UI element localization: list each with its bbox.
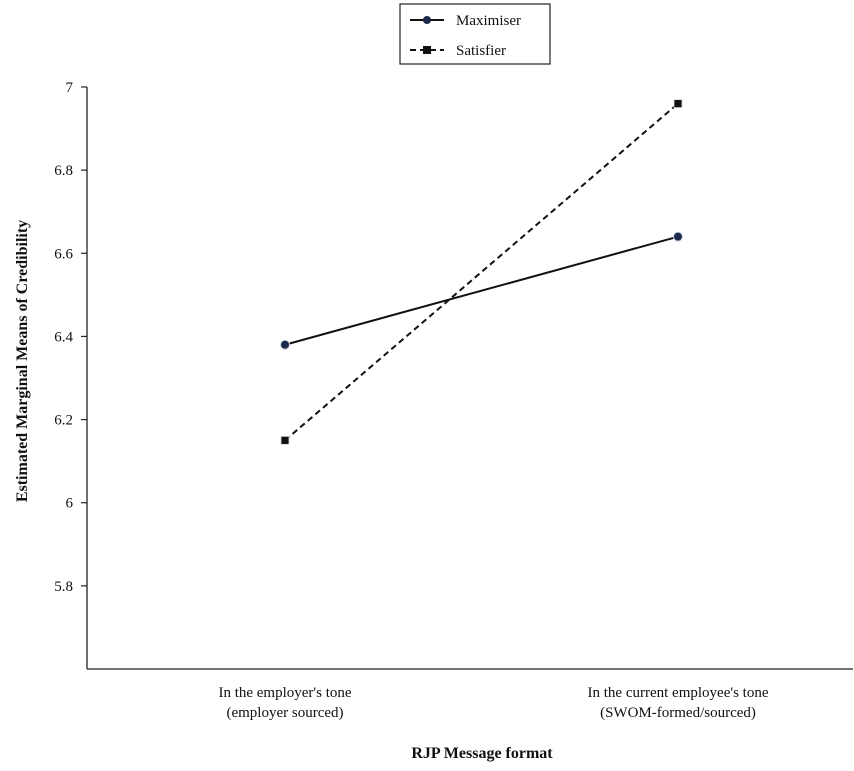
y-tick-label: 7: [66, 80, 74, 96]
x-axis-title: RJP Message format: [411, 745, 553, 762]
x-category-label: (SWOM-formed/sourced): [600, 705, 756, 721]
y-ticks: 5.8 6 6.2 6.4 6.6 6.8 7: [54, 80, 87, 595]
axes: [86, 87, 853, 670]
maximiser-point: [280, 339, 290, 350]
x-category-label: In the current employee's tone: [588, 685, 769, 701]
y-tick-label: 5.8: [54, 579, 73, 595]
x-category-label: In the employer's tone: [218, 685, 351, 701]
x-categories: In the employer's tone (employer sourced)…: [218, 685, 768, 721]
legend-label-satisfier: Satisfier: [456, 43, 506, 59]
y-axis-title: Estimated Marginal Means of Credibility: [14, 220, 31, 502]
satisfier-line: [284, 102, 679, 442]
satisfier-point: [673, 99, 683, 109]
y-tick-label: 6: [66, 496, 74, 512]
x-category-label: (employer sourced): [226, 705, 343, 721]
legend: Maximiser Satisfier: [399, 3, 551, 65]
legend-marker-maximiser: [423, 16, 431, 24]
y-tick-label: 6.6: [54, 246, 73, 262]
maximiser-line: [284, 235, 679, 346]
series-satisfier: [280, 99, 683, 445]
legend-marker-satisfier: [423, 46, 431, 54]
series-maximiser: [280, 231, 683, 350]
series-lines: [280, 99, 683, 445]
y-tick-label: 6.4: [54, 329, 73, 345]
legend-label-maximiser: Maximiser: [456, 13, 521, 29]
satisfier-point: [280, 435, 290, 445]
y-tick-label: 6.2: [54, 413, 73, 429]
y-tick-label: 6.8: [54, 163, 73, 179]
maximiser-point: [673, 231, 683, 242]
